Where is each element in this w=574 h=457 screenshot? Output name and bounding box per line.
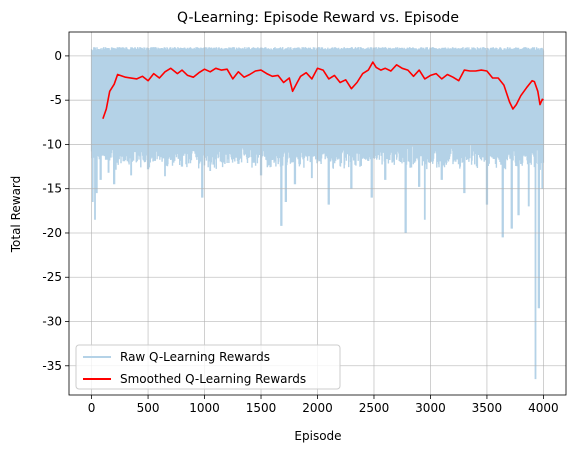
legend-box [75, 344, 341, 390]
y-tick-label: -15 [42, 182, 62, 196]
x-tick-label: 500 [137, 401, 160, 415]
x-tick-label: 3500 [472, 401, 503, 415]
x-tick-label: 2500 [359, 401, 390, 415]
x-tick-label: 3000 [415, 401, 446, 415]
legend-label-raw: Raw Q-Learning Rewards [120, 350, 270, 364]
y-axis: 0 -5 -10 -15 -20 -25 -30 -35 [42, 49, 69, 373]
legend-label-smoothed: Smoothed Q-Learning Rewards [120, 372, 306, 386]
y-tick-label: -20 [42, 226, 62, 240]
smoothed-rewards-series [102, 61, 544, 120]
y-tick-label: -30 [42, 315, 62, 329]
y-tick-label: -5 [50, 93, 62, 107]
y-tick-label: 0 [54, 49, 62, 63]
x-axis: 0 500 1000 1500 2000 2500 3000 3500 4000 [88, 395, 559, 415]
x-tick-label: 2000 [302, 401, 333, 415]
y-tick-label: -35 [42, 359, 62, 373]
plot-area [69, 32, 566, 395]
x-axis-label: Episode [294, 429, 341, 443]
chart-title: Q-Learning: Episode Reward vs. Episode [177, 10, 459, 26]
y-tick-label: -10 [42, 137, 62, 151]
y-tick-label: -25 [42, 270, 62, 284]
x-tick-label: 1000 [189, 401, 220, 415]
x-tick-label: 4000 [528, 401, 559, 415]
x-tick-label: 1500 [246, 401, 277, 415]
x-tick-label: 0 [88, 401, 96, 415]
y-axis-label: Total Reward [9, 176, 23, 254]
legend: Raw Q-Learning Rewards Smoothed Q-Learni… [75, 344, 341, 390]
